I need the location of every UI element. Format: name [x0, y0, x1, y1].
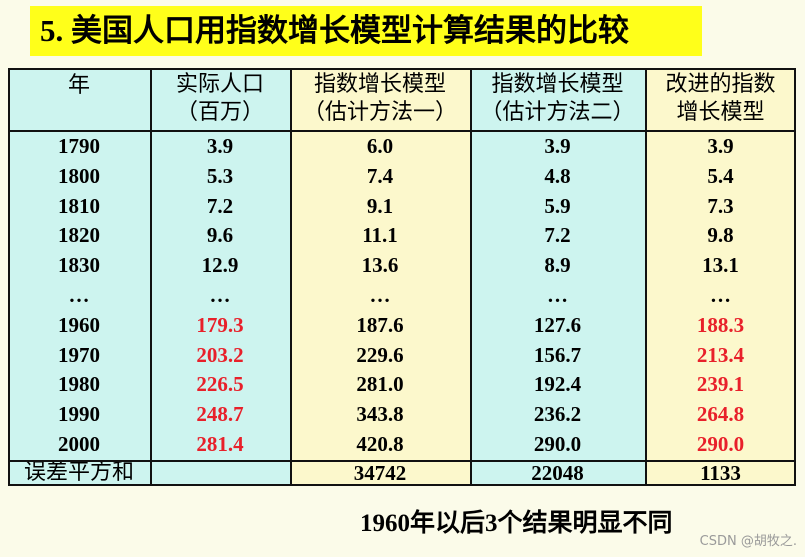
table-cell: 1810	[58, 193, 100, 218]
title: 5. 美国人口用指数增长模型计算结果的比较	[30, 6, 702, 56]
footer-cell: 误差平方和	[23, 459, 134, 485]
table-cell: 420.8	[356, 432, 404, 456]
h-rule	[8, 130, 796, 132]
header-line: 年	[67, 73, 90, 98]
table: 年 实际人口 （百万） 指数增长模型 （估计方法一） 指数增长模型 （估计方法二） 改进的指数…	[8, 68, 796, 486]
table-cell: 187.6	[356, 312, 404, 337]
table-cell: 192.4	[533, 372, 582, 397]
column-bg	[470, 68, 645, 486]
table-cell: 1790	[58, 134, 100, 158]
table-cell: 343.8	[356, 402, 404, 427]
table-cell: 290.0	[696, 432, 745, 456]
header-line: （百万）	[175, 100, 264, 125]
table-cell: 1980	[58, 372, 100, 397]
table-cell: 5.4	[707, 163, 734, 188]
table-cell: 179.3	[196, 312, 244, 337]
table-cell: 1830	[58, 253, 100, 278]
header-line: 增长模型	[676, 100, 765, 125]
table-cell: 203.2	[196, 342, 244, 367]
table-cell: 188.3	[696, 312, 745, 337]
table-cell: 213.4	[696, 342, 745, 367]
table-cell: 2000	[58, 432, 100, 456]
table-cell: 1970	[58, 342, 100, 367]
table-cell: 7.3	[707, 193, 734, 218]
table-cell: 5.3	[206, 163, 234, 188]
table-cell: 3.9	[707, 134, 734, 158]
table-cell: 239.1	[696, 372, 745, 397]
header-cell: 指数增长模型 （估计方法一）	[290, 71, 470, 127]
table-cell: 7.2	[206, 193, 234, 218]
column-bg	[8, 68, 150, 486]
v-rule	[150, 68, 152, 486]
table-cell: 236.2	[533, 402, 582, 427]
table-cell: 5.9	[544, 193, 571, 218]
table-cell: 3.9	[206, 134, 234, 158]
header-line: 改进的指数	[665, 72, 776, 97]
footer-cell: 1133	[700, 460, 741, 485]
table-cell: 281.0	[356, 372, 404, 397]
header-line: 指数增长模型	[491, 72, 624, 97]
table-cell: 13.6	[361, 253, 399, 278]
table-cell: 9.1	[366, 193, 394, 218]
table-cell: 12.9	[201, 253, 239, 278]
v-rule	[794, 68, 796, 486]
h-rule	[8, 459, 796, 462]
table-cell: 1800	[58, 163, 100, 188]
h-rule	[8, 68, 796, 70]
table-cell: …	[369, 283, 391, 307]
h-rule	[8, 484, 796, 486]
column-bg	[150, 68, 290, 486]
table-cell: 9.6	[206, 223, 234, 248]
table-cell: 248.7	[196, 402, 244, 427]
table-cell: 6.0	[366, 134, 394, 158]
table-cell: 9.8	[707, 223, 734, 248]
table-cell: 3.9	[544, 134, 571, 158]
table-cell: 1990	[58, 402, 100, 427]
note: 1960年以后3个结果明显不同	[360, 510, 673, 537]
table-cell: 1960	[58, 312, 100, 337]
table-cell: 7.4	[366, 163, 394, 188]
column-bg	[645, 68, 796, 486]
v-rule	[8, 68, 10, 486]
v-rule	[645, 68, 647, 486]
header-line: （估计方法二）	[480, 100, 635, 125]
table-cell: 156.7	[533, 342, 582, 367]
table-cell: 4.8	[544, 163, 571, 188]
header-cell: 改进的指数 增长模型	[645, 71, 796, 127]
v-rule	[290, 68, 292, 486]
v-rule	[470, 68, 472, 486]
table-cell: 226.5	[196, 372, 244, 397]
table-cell: …	[68, 283, 90, 307]
table-cell: 229.6	[356, 342, 404, 367]
table-cell: 281.4	[196, 432, 244, 456]
header-cell: 年	[8, 72, 150, 100]
table-cell: 127.6	[533, 312, 582, 337]
header-line: 指数增长模型	[313, 72, 446, 97]
header-line: （估计方法一）	[302, 100, 457, 125]
footer-cell: 34742	[353, 460, 407, 485]
header-line: 实际人口	[175, 72, 264, 97]
header-cell: 指数增长模型 （估计方法二）	[470, 71, 645, 127]
table-cell: 8.9	[544, 253, 571, 278]
table-cell: 290.0	[533, 432, 582, 456]
table-cell: 7.2	[544, 223, 571, 248]
table-cell: 264.8	[696, 402, 745, 427]
column-bg	[290, 68, 470, 486]
table-cell: …	[209, 283, 231, 307]
watermark: CSDN @胡牧之.	[699, 534, 797, 549]
footer-cell: 22048	[531, 460, 584, 485]
table-cell: 13.1	[702, 253, 739, 278]
table-cell: 11.1	[362, 223, 398, 248]
table-cell: …	[547, 283, 568, 307]
table-cell: …	[710, 283, 731, 307]
header-cell: 实际人口 （百万）	[150, 71, 290, 127]
table-cell: 1820	[58, 223, 100, 248]
